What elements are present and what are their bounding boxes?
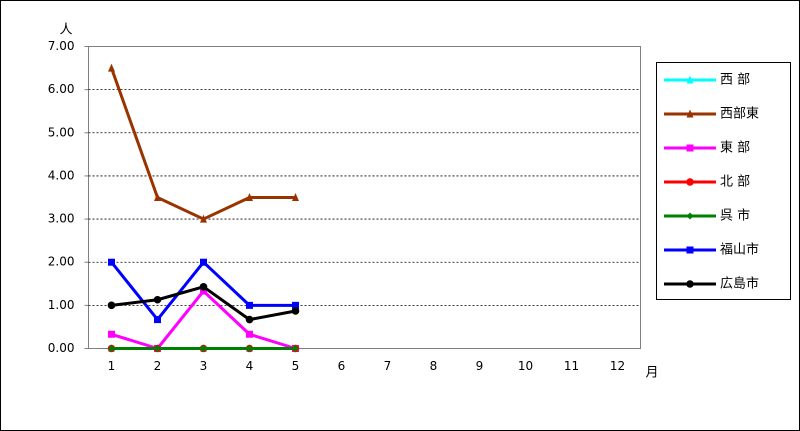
- legend-label: 西部東: [720, 106, 759, 122]
- x-tick-label: 3: [200, 359, 208, 373]
- data-point: [154, 345, 161, 352]
- legend-label: 呉 市: [720, 208, 750, 224]
- legend-label: 福山市: [720, 242, 759, 258]
- x-tick-label: 1: [108, 359, 116, 373]
- plot-area: [88, 46, 641, 349]
- y-tick-label: 4.00: [48, 168, 75, 182]
- data-point: [246, 301, 253, 309]
- x-tick-label: 11: [564, 359, 579, 373]
- data-point: [154, 316, 161, 324]
- x-tick-label: 12: [610, 359, 625, 373]
- data-point: [246, 345, 253, 352]
- y-tick-label: 6.00: [48, 82, 75, 96]
- y-axis-label: 人: [59, 23, 72, 38]
- data-point: [154, 193, 161, 201]
- data-point: [246, 330, 253, 338]
- x-tick-label: 10: [518, 359, 533, 373]
- y-tick-label: 3.00: [48, 212, 75, 226]
- y-tick-label: 7.00: [48, 39, 75, 53]
- legend-marker: [686, 212, 694, 220]
- data-point: [108, 63, 115, 72]
- data-point: [292, 345, 299, 352]
- data-point: [200, 345, 207, 352]
- legend-marker: [686, 280, 694, 288]
- data-point: [199, 283, 208, 291]
- data-point: [108, 258, 115, 266]
- x-axis-label: 月: [645, 366, 658, 381]
- data-point: [108, 345, 115, 352]
- x-tick-label: 4: [246, 359, 254, 373]
- x-tick-label: 7: [384, 359, 392, 373]
- legend-marker: [686, 75, 694, 84]
- data-point: [153, 295, 162, 304]
- data-point: [246, 193, 253, 201]
- data-point: [292, 301, 299, 309]
- y-tick-label: 0.00: [48, 341, 75, 355]
- legend-label: 東 部: [720, 140, 750, 156]
- data-point: [292, 193, 299, 201]
- legend-marker: [686, 178, 694, 186]
- data-point: [107, 301, 116, 310]
- legend-marker: [686, 246, 694, 254]
- data-point: [200, 258, 207, 266]
- data-point: [108, 330, 115, 338]
- legend-label: 西 部: [720, 73, 750, 88]
- data-point: [291, 307, 300, 315]
- x-tick-label: 5: [292, 359, 300, 373]
- legend-label: 北 部: [720, 175, 750, 190]
- legend-marker: [686, 144, 694, 152]
- legend-label: 広島市: [720, 276, 759, 292]
- x-tick-label: 2: [154, 359, 162, 373]
- x-tick-label: 6: [338, 359, 346, 373]
- data-point: [245, 315, 254, 324]
- data-point: [200, 214, 207, 223]
- y-tick-label: 1.00: [48, 298, 75, 312]
- legend-marker: [686, 109, 694, 118]
- x-tick-label: 8: [430, 359, 438, 373]
- x-tick-label: 9: [476, 359, 484, 373]
- data-point: [200, 287, 207, 295]
- y-tick-label: 5.00: [48, 125, 75, 139]
- y-tick-label: 2.00: [48, 255, 75, 269]
